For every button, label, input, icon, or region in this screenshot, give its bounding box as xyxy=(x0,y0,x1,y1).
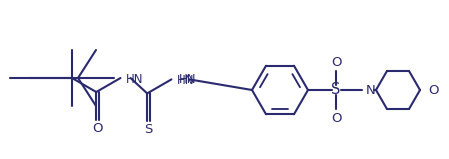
Text: O: O xyxy=(331,55,341,69)
Text: S: S xyxy=(331,83,341,97)
Text: S: S xyxy=(144,123,153,136)
Text: HN: HN xyxy=(178,73,196,86)
Text: HN: HN xyxy=(126,73,143,86)
Text: O: O xyxy=(331,111,341,124)
Text: HN: HN xyxy=(176,74,194,87)
Text: N: N xyxy=(366,84,376,97)
Text: O: O xyxy=(92,121,103,135)
Text: O: O xyxy=(428,83,439,97)
